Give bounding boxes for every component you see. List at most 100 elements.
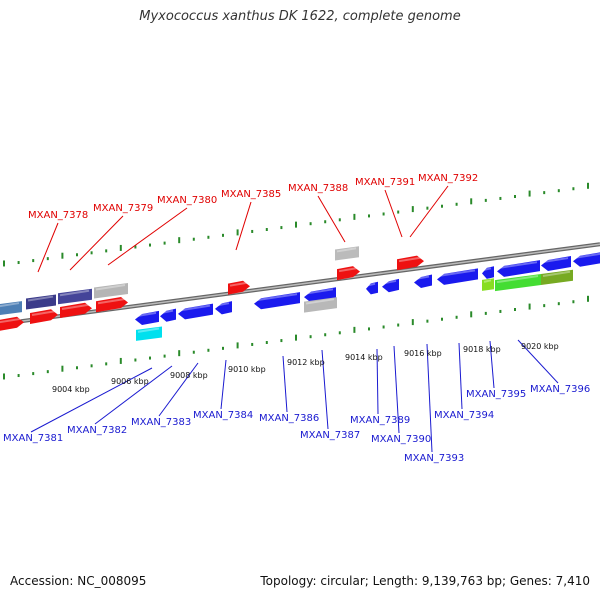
forward-gene-navy-gloss xyxy=(59,289,90,297)
reverse-leader-line xyxy=(458,342,463,410)
reverse-gene-grey-gloss xyxy=(305,298,335,305)
reverse-gene-gloss xyxy=(367,282,376,287)
forward-gene xyxy=(96,296,128,313)
forward-gene-gloss xyxy=(398,256,422,263)
forward-gene xyxy=(60,302,92,319)
reverse-gene-olive-gloss xyxy=(542,270,571,278)
reverse-gene xyxy=(573,252,600,267)
forward-gene-gloss xyxy=(0,317,22,324)
reverse-gene xyxy=(366,281,378,295)
reverse-gene-label: MXAN_7393 xyxy=(404,453,464,464)
reverse-gene-cyan-gloss xyxy=(137,327,160,333)
forward-gene-navy-gloss xyxy=(27,295,54,302)
forward-gene-gloss xyxy=(229,281,248,287)
reverse-gene-label: MXAN_7382 xyxy=(67,425,127,436)
scale-label: 9012 kbp xyxy=(287,358,325,367)
reverse-gene-green xyxy=(495,274,541,292)
reverse-gene-label: MXAN_7390 xyxy=(371,434,431,445)
tick-layer xyxy=(3,182,589,380)
reverse-gene-gloss xyxy=(255,293,298,302)
reverse-gene xyxy=(482,266,494,279)
forward-leader-line xyxy=(37,222,59,273)
forward-gene-gloss xyxy=(61,303,90,311)
reverse-leader-line xyxy=(30,367,153,433)
forward-gene-label: MXAN_7391 xyxy=(355,177,415,188)
reverse-gene-label: MXAN_7383 xyxy=(131,417,191,428)
reverse-gene-lime xyxy=(482,278,494,291)
reverse-gene-lime-gloss xyxy=(483,279,492,283)
forward-gene-grey xyxy=(94,282,128,299)
forward-leader-line xyxy=(69,215,124,271)
reverse-gene-gloss xyxy=(438,269,476,277)
reverse-gene-label: MXAN_7386 xyxy=(259,413,319,424)
forward-gene-gloss xyxy=(97,297,126,305)
scale-label: 9006 kbp xyxy=(111,377,149,386)
reverse-gene xyxy=(382,278,399,293)
reverse-leader-line xyxy=(321,349,329,430)
leader-layer xyxy=(30,185,559,453)
scale-label: 9004 kbp xyxy=(52,385,90,394)
forward-gene-navy xyxy=(58,288,92,305)
reverse-gene xyxy=(254,292,300,310)
forward-gene-label: MXAN_7378 xyxy=(28,210,88,221)
forward-gene xyxy=(30,309,58,325)
reverse-gene-gloss xyxy=(415,275,430,280)
reverse-gene-gloss xyxy=(161,309,174,314)
forward-gene-blue xyxy=(0,301,22,315)
reverse-gene xyxy=(178,303,213,320)
forward-gene-label: MXAN_7380 xyxy=(157,195,217,206)
forward-gene-grey-gloss xyxy=(95,283,126,291)
reverse-gene-gloss xyxy=(136,311,157,318)
reverse-gene-gloss xyxy=(483,267,492,271)
scale-label: 9010 kbp xyxy=(228,365,266,374)
reverse-gene xyxy=(414,274,432,288)
forward-gene xyxy=(0,316,24,331)
scale-label: 9008 kbp xyxy=(170,371,208,380)
reverse-gene-cyan xyxy=(136,326,162,341)
reverse-gene-label: MXAN_7381 xyxy=(3,433,63,444)
reverse-gene-gloss xyxy=(179,304,211,312)
reverse-gene-gloss xyxy=(305,288,334,295)
reverse-leader-line xyxy=(376,348,379,415)
forward-gene-label: MXAN_7392 xyxy=(418,173,478,184)
forward-gene xyxy=(337,266,360,281)
forward-gene-label: MXAN_7385 xyxy=(221,189,281,200)
reverse-gene xyxy=(497,260,540,277)
forward-gene-grey-gloss xyxy=(336,247,357,253)
reverse-gene-label: MXAN_7394 xyxy=(434,410,494,421)
forward-gene-grey xyxy=(335,246,359,261)
forward-leader-line xyxy=(409,185,449,238)
reverse-gene-label: MXAN_7389 xyxy=(350,415,410,426)
forward-gene xyxy=(228,280,250,295)
reverse-gene-grey xyxy=(304,297,337,313)
reverse-leader-line xyxy=(282,355,288,413)
reverse-gene-gloss xyxy=(574,252,600,259)
scale-label: 9016 kbp xyxy=(404,349,442,358)
scale-label: 9014 kbp xyxy=(345,353,383,362)
forward-gene-label: MXAN_7379 xyxy=(93,203,153,214)
label-layer: 9004 kbp 9006 kbp 9008 kbp 9010 kbp 9012 kbp… xyxy=(3,173,590,464)
scale-label: 9020 kbp xyxy=(521,342,559,351)
reverse-gene-gloss xyxy=(216,302,230,307)
reverse-leader-line xyxy=(489,340,495,389)
reverse-leader-line xyxy=(158,362,199,417)
forward-gene xyxy=(397,255,424,271)
forward-gene-label: MXAN_7388 xyxy=(288,183,348,194)
reverse-gene xyxy=(541,256,571,272)
forward-gene-gloss xyxy=(338,267,358,273)
reverse-leader-line xyxy=(94,365,173,425)
reverse-gene-green-gloss xyxy=(496,275,539,284)
reverse-gene-gloss xyxy=(498,261,538,269)
reverse-gene-gloss xyxy=(542,257,569,264)
reverse-leader-line xyxy=(517,339,559,384)
forward-leader-line xyxy=(384,189,403,238)
forward-gene-blue-gloss xyxy=(0,302,20,308)
reverse-leader-line xyxy=(426,343,433,453)
forward-leader-line xyxy=(317,195,346,243)
forward-gene-gloss xyxy=(31,310,56,316)
forward-leader-line xyxy=(235,201,252,251)
reverse-gene xyxy=(135,310,159,326)
scale-label: 9018 kbp xyxy=(463,345,501,354)
forward-leader-line xyxy=(107,207,188,266)
